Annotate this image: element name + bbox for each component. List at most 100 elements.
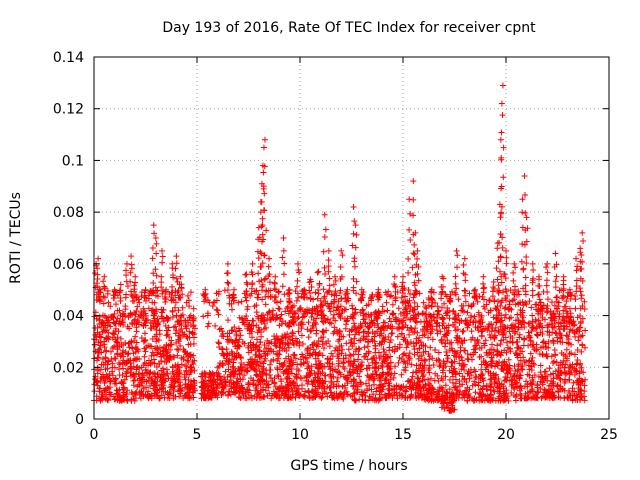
data-point [454, 252, 461, 259]
data-point [497, 318, 504, 325]
data-point [559, 316, 566, 323]
data-point [307, 344, 314, 351]
data-point [515, 300, 522, 307]
data-point [509, 297, 516, 304]
data-point [434, 372, 441, 379]
y-tick-label: 0.14 [53, 50, 84, 66]
data-point [535, 317, 542, 324]
data-point [177, 273, 184, 280]
data-point [467, 318, 474, 325]
data-point [306, 352, 313, 359]
data-point [159, 371, 166, 378]
data-point [441, 300, 448, 307]
data-point [490, 284, 497, 291]
data-point [124, 351, 131, 358]
data-point [253, 322, 260, 329]
data-point [532, 347, 539, 354]
data-point [231, 286, 238, 293]
data-point [441, 396, 448, 403]
data-point [156, 360, 163, 367]
data-point [142, 287, 149, 294]
data-point [268, 338, 275, 345]
data-point [358, 291, 365, 298]
data-point [479, 293, 486, 300]
data-point [138, 374, 145, 381]
data-point [450, 321, 457, 328]
data-point [128, 253, 135, 260]
data-point [149, 349, 156, 356]
data-point [339, 252, 346, 259]
data-point [411, 282, 418, 289]
data-point [353, 346, 360, 353]
data-point [507, 370, 514, 377]
data-point [184, 292, 191, 299]
data-point [95, 346, 102, 353]
data-point [497, 302, 504, 309]
data-point [516, 334, 523, 341]
data-point [346, 331, 353, 338]
data-point [100, 293, 107, 300]
data-point [574, 263, 581, 270]
data-point [469, 382, 476, 389]
data-point [131, 282, 138, 289]
data-point [288, 357, 295, 364]
data-point [415, 375, 422, 382]
data-point [305, 334, 312, 341]
data-point [403, 305, 410, 312]
data-point [486, 331, 493, 338]
data-points [91, 82, 589, 414]
data-point [487, 376, 494, 383]
data-point [482, 366, 489, 373]
data-point [184, 385, 191, 392]
data-point [280, 247, 287, 254]
data-point [552, 250, 559, 257]
data-point [300, 294, 307, 301]
y-tick-label: 0.12 [53, 102, 84, 118]
data-point [439, 314, 446, 321]
data-point [510, 277, 517, 284]
data-point [270, 315, 277, 322]
data-point [553, 261, 560, 268]
data-point [436, 322, 443, 329]
data-point [115, 359, 122, 366]
data-point [564, 355, 571, 362]
data-point [269, 378, 276, 385]
data-point [426, 353, 433, 360]
data-point [446, 296, 453, 303]
data-point [529, 287, 536, 294]
data-point [280, 395, 287, 402]
data-point [506, 328, 513, 335]
data-point [190, 361, 197, 368]
data-point [319, 341, 326, 348]
data-point [550, 340, 557, 347]
data-point [279, 363, 286, 370]
data-point [179, 291, 186, 298]
data-point [498, 312, 505, 319]
data-point [261, 276, 268, 283]
data-point [537, 311, 544, 318]
data-point [432, 299, 439, 306]
data-point [497, 214, 504, 221]
data-point [394, 395, 401, 402]
data-point [459, 394, 466, 401]
data-point [305, 319, 312, 326]
data-point [496, 268, 503, 275]
data-point [494, 276, 501, 283]
data-point [369, 291, 376, 298]
data-point [424, 376, 431, 383]
data-point [175, 307, 182, 314]
data-point [134, 303, 141, 310]
data-point [320, 319, 327, 326]
data-point [565, 313, 572, 320]
data-point [260, 360, 267, 367]
data-point [452, 273, 459, 280]
data-point [493, 371, 500, 378]
data-point [350, 390, 357, 397]
data-point [139, 370, 146, 377]
data-point [274, 366, 281, 373]
data-point [504, 393, 511, 400]
data-point [500, 385, 507, 392]
data-point [395, 359, 402, 366]
data-point [477, 386, 484, 393]
data-point [108, 391, 115, 398]
